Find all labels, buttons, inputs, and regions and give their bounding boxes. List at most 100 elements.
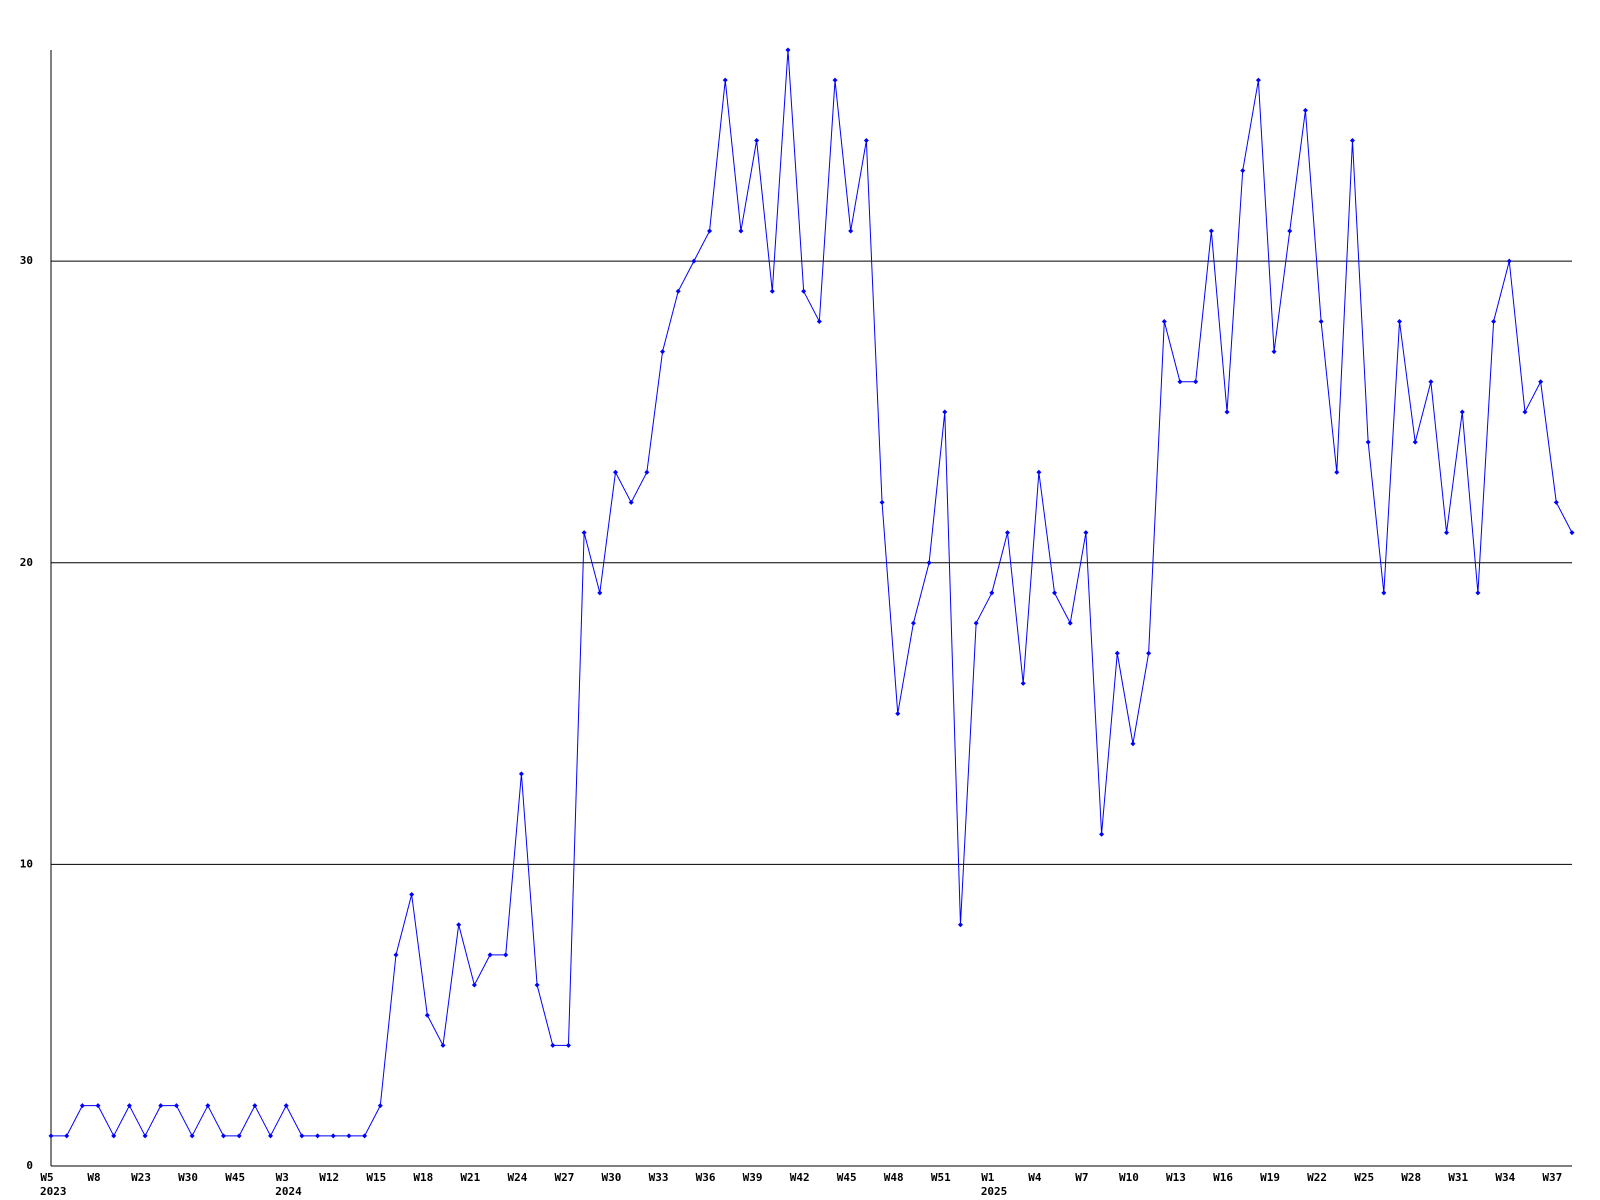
data-point — [1302, 107, 1308, 113]
x-tick-label: W30 — [602, 1171, 622, 1184]
x-year-label: 2024 — [275, 1185, 302, 1198]
data-point — [518, 771, 524, 777]
data-point — [879, 499, 885, 505]
x-tick-label: W25 — [1354, 1171, 1374, 1184]
data-point — [346, 1133, 352, 1139]
x-tick-label: W21 — [460, 1171, 480, 1184]
x-tick-label: W28 — [1401, 1171, 1421, 1184]
data-point — [1349, 137, 1355, 143]
data-point — [1114, 650, 1120, 656]
x-tick-label: W7 — [1075, 1171, 1088, 1184]
x-tick-label: W19 — [1260, 1171, 1280, 1184]
data-point — [440, 1042, 446, 1048]
data-point — [863, 137, 869, 143]
data-point — [1067, 620, 1073, 626]
data-point — [111, 1133, 117, 1139]
data-point — [769, 288, 775, 294]
data-point — [1553, 499, 1559, 505]
data-point — [848, 228, 854, 234]
y-tick-label: 20 — [20, 556, 33, 569]
data-point — [1318, 318, 1324, 324]
data-point — [456, 922, 462, 928]
data-point — [581, 530, 587, 536]
x-tick-label: W42 — [790, 1171, 810, 1184]
x-tick-label: W1 — [981, 1171, 995, 1184]
x-tick-label: W27 — [555, 1171, 575, 1184]
data-point — [377, 1103, 383, 1109]
data-point — [534, 982, 540, 988]
data-point — [1381, 590, 1387, 596]
data-point — [1459, 409, 1465, 415]
data-point — [1036, 469, 1042, 475]
x-tick-label: W48 — [884, 1171, 904, 1184]
data-point — [1271, 349, 1277, 355]
x-tick-label: W22 — [1307, 1171, 1327, 1184]
data-point — [565, 1042, 571, 1048]
data-point — [1193, 379, 1199, 385]
data-point — [1177, 379, 1183, 385]
y-tick-label: 0 — [26, 1159, 33, 1172]
x-tick-label: W33 — [649, 1171, 669, 1184]
x-tick-label: W24 — [507, 1171, 527, 1184]
data-point — [1506, 258, 1512, 264]
data-point — [1255, 77, 1261, 83]
data-point — [1491, 318, 1497, 324]
data-point — [1522, 409, 1528, 415]
data-point — [1146, 650, 1152, 656]
data-point — [1475, 590, 1481, 596]
data-point — [722, 77, 728, 83]
data-point — [362, 1133, 368, 1139]
data-point — [832, 77, 838, 83]
x-tick-label: W45 — [225, 1171, 245, 1184]
x-tick-label: W30 — [178, 1171, 198, 1184]
data-point — [910, 620, 916, 626]
data-point — [64, 1133, 70, 1139]
data-point — [895, 711, 901, 717]
data-point — [471, 982, 477, 988]
x-tick-label: W10 — [1119, 1171, 1139, 1184]
data-point — [612, 469, 618, 475]
x-tick-label: W37 — [1542, 1171, 1562, 1184]
x-tick-label: W16 — [1213, 1171, 1233, 1184]
x-tick-label: W45 — [837, 1171, 857, 1184]
data-point — [1444, 530, 1450, 536]
x-tick-label: W12 — [319, 1171, 339, 1184]
data-point — [424, 1012, 430, 1018]
x-tick-label: W31 — [1448, 1171, 1468, 1184]
data-point — [597, 590, 603, 596]
data-point — [691, 258, 697, 264]
data-point — [675, 288, 681, 294]
data-point — [173, 1103, 179, 1109]
x-tick-label: W4 — [1028, 1171, 1042, 1184]
data-point — [1161, 318, 1167, 324]
x-tick-label: W34 — [1495, 1171, 1515, 1184]
x-tick-label: W13 — [1166, 1171, 1186, 1184]
data-point — [330, 1133, 336, 1139]
data-point — [1224, 409, 1230, 415]
data-point — [1538, 379, 1544, 385]
x-tick-label: W3 — [276, 1171, 289, 1184]
data-point — [79, 1103, 85, 1109]
data-point — [1428, 379, 1434, 385]
data-point — [315, 1133, 321, 1139]
x-tick-label: W23 — [131, 1171, 151, 1184]
x-tick-label: W51 — [931, 1171, 951, 1184]
data-point — [628, 499, 634, 505]
data-point — [95, 1103, 101, 1109]
data-point — [1099, 831, 1105, 837]
data-point — [409, 892, 415, 898]
data-point — [1365, 439, 1371, 445]
data-point — [142, 1133, 148, 1139]
data-point — [785, 47, 791, 53]
data-point — [644, 469, 650, 475]
data-point — [660, 349, 666, 355]
y-tick-label: 10 — [20, 857, 33, 870]
x-tick-label: W15 — [366, 1171, 386, 1184]
data-point — [1208, 228, 1214, 234]
data-point — [126, 1103, 132, 1109]
data-point — [487, 952, 493, 958]
data-point — [989, 590, 995, 596]
x-tick-label: W36 — [696, 1171, 716, 1184]
data-point — [1240, 168, 1246, 174]
